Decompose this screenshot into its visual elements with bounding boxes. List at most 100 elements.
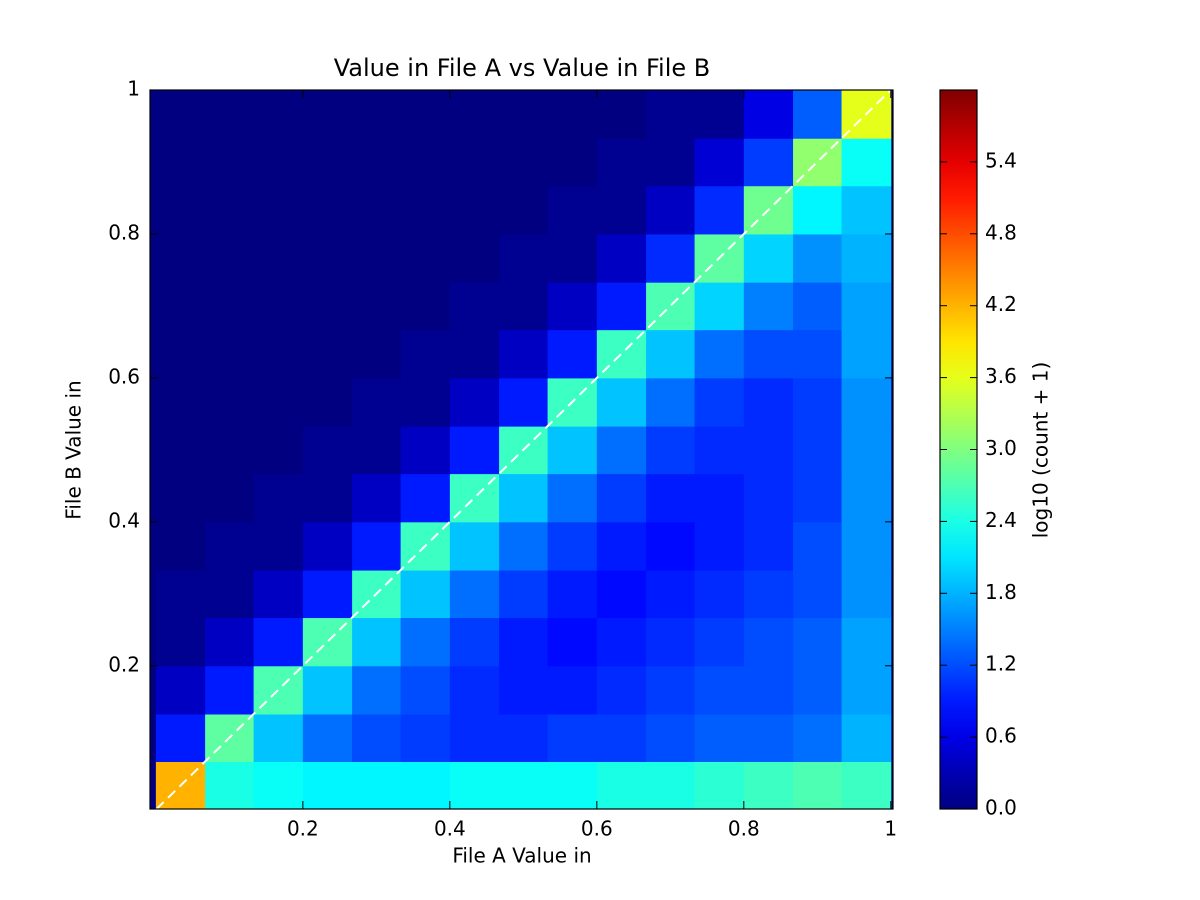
colorbar-tick-label: 1.2 [985,652,1017,676]
y-tick-label: 1 [127,77,140,101]
bin-cell [352,138,402,187]
bin-cell [596,90,647,139]
bin-cell [155,90,206,139]
bin-cell [253,570,304,619]
bin-cell [253,377,304,427]
bin-cell [302,282,353,331]
x-axis-label: File A Value in [452,844,591,868]
bin-cell [499,665,549,715]
bin-cell [841,426,892,475]
bin-cell [694,138,745,187]
bin-cell [547,665,598,715]
bin-cell [205,90,255,139]
bin-cell [793,90,843,139]
y-tick-label: 0.6 [108,364,140,388]
bin-cell [253,521,304,571]
bin-cell [499,521,549,571]
x-tick-label: 1 [884,817,897,841]
bin-cell [841,521,892,571]
bin-cell [253,233,304,283]
bin-cell [205,138,255,187]
bin-cell [841,233,892,283]
bin-cell [205,426,255,475]
bin-cell [694,570,745,619]
bin-cell [547,617,598,667]
bin-cell [646,713,696,762]
bin-cell [596,570,647,619]
bin-cell [449,713,500,762]
bin-cell [302,185,353,235]
bin-cell [205,665,255,715]
bin-cell [596,713,647,762]
plot-frame [149,89,894,810]
colorbar-tick-label: 0.0 [985,796,1017,820]
bin-cell [205,282,255,331]
colorbar-tick-label: 1.8 [985,580,1017,604]
bin-cell [205,570,255,619]
bin-cell [743,138,794,187]
bin-cell [596,665,647,715]
bin-cell [743,329,794,379]
bin-cell [547,521,598,571]
bin-cell [253,761,304,810]
bin-cell [743,377,794,427]
bin-cell [743,90,794,139]
bin-cell [302,521,353,571]
bin-cell [547,329,598,379]
colorbar-tick-label: 5.4 [985,148,1017,172]
bin-cell [793,665,843,715]
bin-cell [155,329,206,379]
bin-cell [694,713,745,762]
bin-cell [302,570,353,619]
bin-cell [155,473,206,523]
bin-cell [694,665,745,715]
bin-cell [352,713,402,762]
bin-cell [841,617,892,667]
bin-cell [449,570,500,619]
colorbar-tick-label: 0.6 [985,724,1017,748]
bin-cell [596,138,647,187]
bin-cell [547,761,598,810]
bin-cell [841,761,892,810]
bin-cell [352,233,402,283]
bin-cell [352,473,402,523]
bin-cell [499,377,549,427]
bin-cell [646,761,696,810]
bin-cell [547,185,598,235]
bin-cell [694,185,745,235]
bin-cell [743,713,794,762]
colorbar-tick-label: 3.0 [985,436,1017,460]
bin-cell [793,377,843,427]
bin-cell [400,282,451,331]
bin-cell [596,377,647,427]
bin-cell [253,713,304,762]
bin-cell [841,713,892,762]
bin-cell [352,377,402,427]
bin-cell [646,233,696,283]
bin-cell [155,665,206,715]
chart-title: Value in File A vs Value in File B [334,54,711,82]
bin-cell [449,329,500,379]
bin-cell [253,185,304,235]
bin-cell [253,426,304,475]
bin-cell [596,521,647,571]
x-tick-label: 0.2 [287,817,319,841]
bin-cell [547,282,598,331]
bin-cell [400,761,451,810]
bin-cell [253,138,304,187]
bin-cell [841,377,892,427]
bin-cell [253,329,304,379]
colorbar-tick-label: 4.8 [985,220,1017,244]
bin-cell [793,233,843,283]
bin-cell [205,185,255,235]
bin-cell [547,90,598,139]
bin-cell [793,713,843,762]
bin-cell [449,521,500,571]
bin-cell [646,665,696,715]
bin-cell [694,426,745,475]
bin-cell [841,570,892,619]
bin-cell [596,282,647,331]
bin-cell [694,329,745,379]
bin-cell [793,426,843,475]
bin-cell [155,426,206,475]
